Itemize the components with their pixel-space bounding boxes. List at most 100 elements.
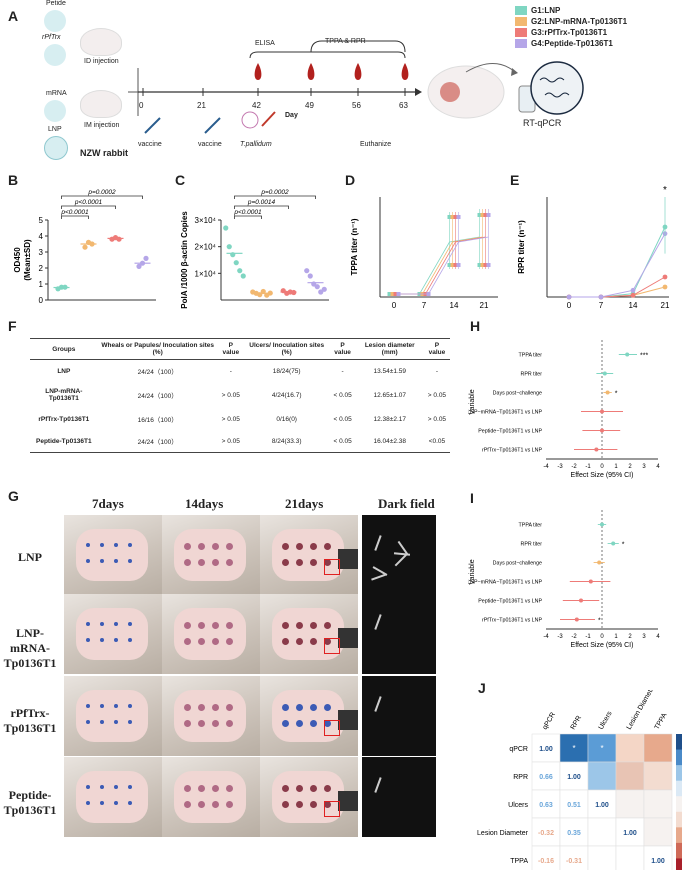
injection-site: [324, 704, 331, 711]
heatmap-cell: [615, 733, 645, 763]
injection-site: [86, 704, 90, 708]
series-line: [398, 236, 489, 295]
id-injection-label: ID injection: [84, 58, 119, 65]
lnp-label: LNP: [48, 126, 62, 133]
injection-site: [184, 559, 191, 566]
lesion-photo: [64, 594, 162, 674]
data-point: [233, 260, 239, 266]
injection-site: [324, 622, 331, 629]
heatmap-cell: [531, 845, 561, 870]
column-label: TPPA: [654, 712, 669, 731]
rpftrx-label: rPfTrx: [42, 34, 61, 41]
injection-site: [114, 622, 118, 626]
protein-icon: [44, 44, 66, 66]
p-value-label: p=0.0002: [87, 189, 116, 196]
lesion-photo: [260, 757, 358, 837]
significance-star: *: [663, 185, 667, 196]
mrna-icon: [44, 100, 66, 122]
table-row: LNP-mRNA-Tp0136T1 24/24（100） > 0.05 4/24…: [30, 382, 450, 408]
injection-site: [100, 559, 104, 563]
vaccine-label-1: vaccine: [138, 141, 162, 148]
injection-site: [296, 543, 303, 550]
panel-label-f: F: [8, 318, 17, 334]
row-label: TPPA: [510, 858, 528, 865]
data-point: [598, 294, 604, 300]
heatmap-cell: [643, 733, 673, 763]
injection-site: [296, 622, 303, 629]
variable-label: LNP−mRNA−Tp0136T1 vs LNP: [468, 580, 542, 586]
estimate-point: [574, 617, 579, 622]
injection-site: [198, 785, 205, 792]
blood-drop-icon: [307, 63, 315, 80]
injection-site: [226, 704, 233, 711]
significance-star: ***: [640, 353, 648, 360]
x-tick-label: 3: [642, 634, 646, 640]
p-value-label: p<0.0001: [60, 209, 89, 216]
y-axis-label: Variable: [469, 389, 476, 414]
table-header: P value: [423, 338, 450, 360]
injection-site: [296, 559, 303, 566]
table-cell: LNP-mRNA-Tp0136T1: [45, 388, 83, 402]
colorbar-segment: [676, 765, 682, 782]
panel-label-d: D: [345, 172, 356, 188]
table-cell: > 0.05: [427, 391, 447, 399]
skin-area: [76, 529, 148, 581]
legend-swatch: [515, 6, 527, 15]
skin-area: [272, 690, 344, 742]
group-legend: G1:LNP G2:LNP-mRNA-Tp0136T1 G3:rPfTrx-Tp…: [515, 6, 683, 48]
data-point: [630, 287, 636, 293]
injection-site: [324, 543, 331, 550]
chart-b: 0 1 2 3 4 5 OD450 (Mean±SD) p<0.0001 p<0.0001 p=0.…: [13, 189, 156, 305]
y-axis-label: Variable: [469, 559, 476, 584]
injection-site: [184, 704, 191, 711]
spirochete: [374, 535, 382, 551]
col-label-21days: 21days: [285, 496, 324, 511]
y-tick-label: 1×10⁴: [195, 269, 217, 278]
injection-site: [310, 559, 317, 566]
x-tick-label: 4: [656, 634, 660, 640]
injection-site: [198, 720, 205, 727]
column-label: Lesion Diameter: [626, 690, 658, 731]
syringe-icon: [144, 117, 161, 134]
injection-site: [128, 638, 132, 642]
injection-site: [114, 638, 118, 642]
highlight-box: [324, 801, 340, 817]
x-tick-label: 0: [600, 634, 604, 640]
injection-site: [128, 543, 132, 547]
lesion-photo: [162, 676, 260, 756]
skin-area: [174, 771, 246, 823]
lesion-photo: [162, 515, 260, 595]
injection-site: [212, 801, 219, 808]
series-line: [389, 236, 480, 295]
skin-area: [272, 529, 344, 581]
table-header: Groups: [30, 338, 98, 360]
series-line: [569, 226, 666, 298]
heatmap-cell: [559, 817, 589, 847]
table-cell: < 0.05: [333, 391, 352, 399]
injection-site: [226, 720, 233, 727]
lesion-photo: [64, 757, 162, 837]
skin-area: [174, 529, 246, 581]
lesion-photo: [260, 594, 358, 674]
injection-site: [128, 801, 132, 805]
panel-label-b: B: [8, 172, 19, 188]
skin-area: [272, 608, 344, 660]
day-56: 56: [352, 101, 361, 110]
panel-label-j: J: [478, 680, 486, 696]
panel-label-a: A: [8, 8, 19, 24]
injection-site: [100, 720, 104, 724]
estimate-point: [579, 598, 583, 603]
table-header: Lesion diameter (mm): [355, 338, 424, 360]
variable-label: TPPA titer: [519, 353, 543, 359]
injection-site: [324, 785, 331, 792]
estimate-point: [600, 409, 604, 414]
panel-label-c: C: [175, 172, 186, 188]
p-value-label: p<0.0001: [233, 209, 262, 216]
injection-site: [128, 785, 132, 789]
table-cell: > 0.05: [427, 415, 447, 423]
y-axis-label: PolA /1000 β-actin Copies: [180, 211, 189, 309]
injection-site: [282, 559, 289, 566]
injection-site: [296, 801, 303, 808]
skin-area: [174, 608, 246, 660]
injection-site: [86, 801, 90, 805]
